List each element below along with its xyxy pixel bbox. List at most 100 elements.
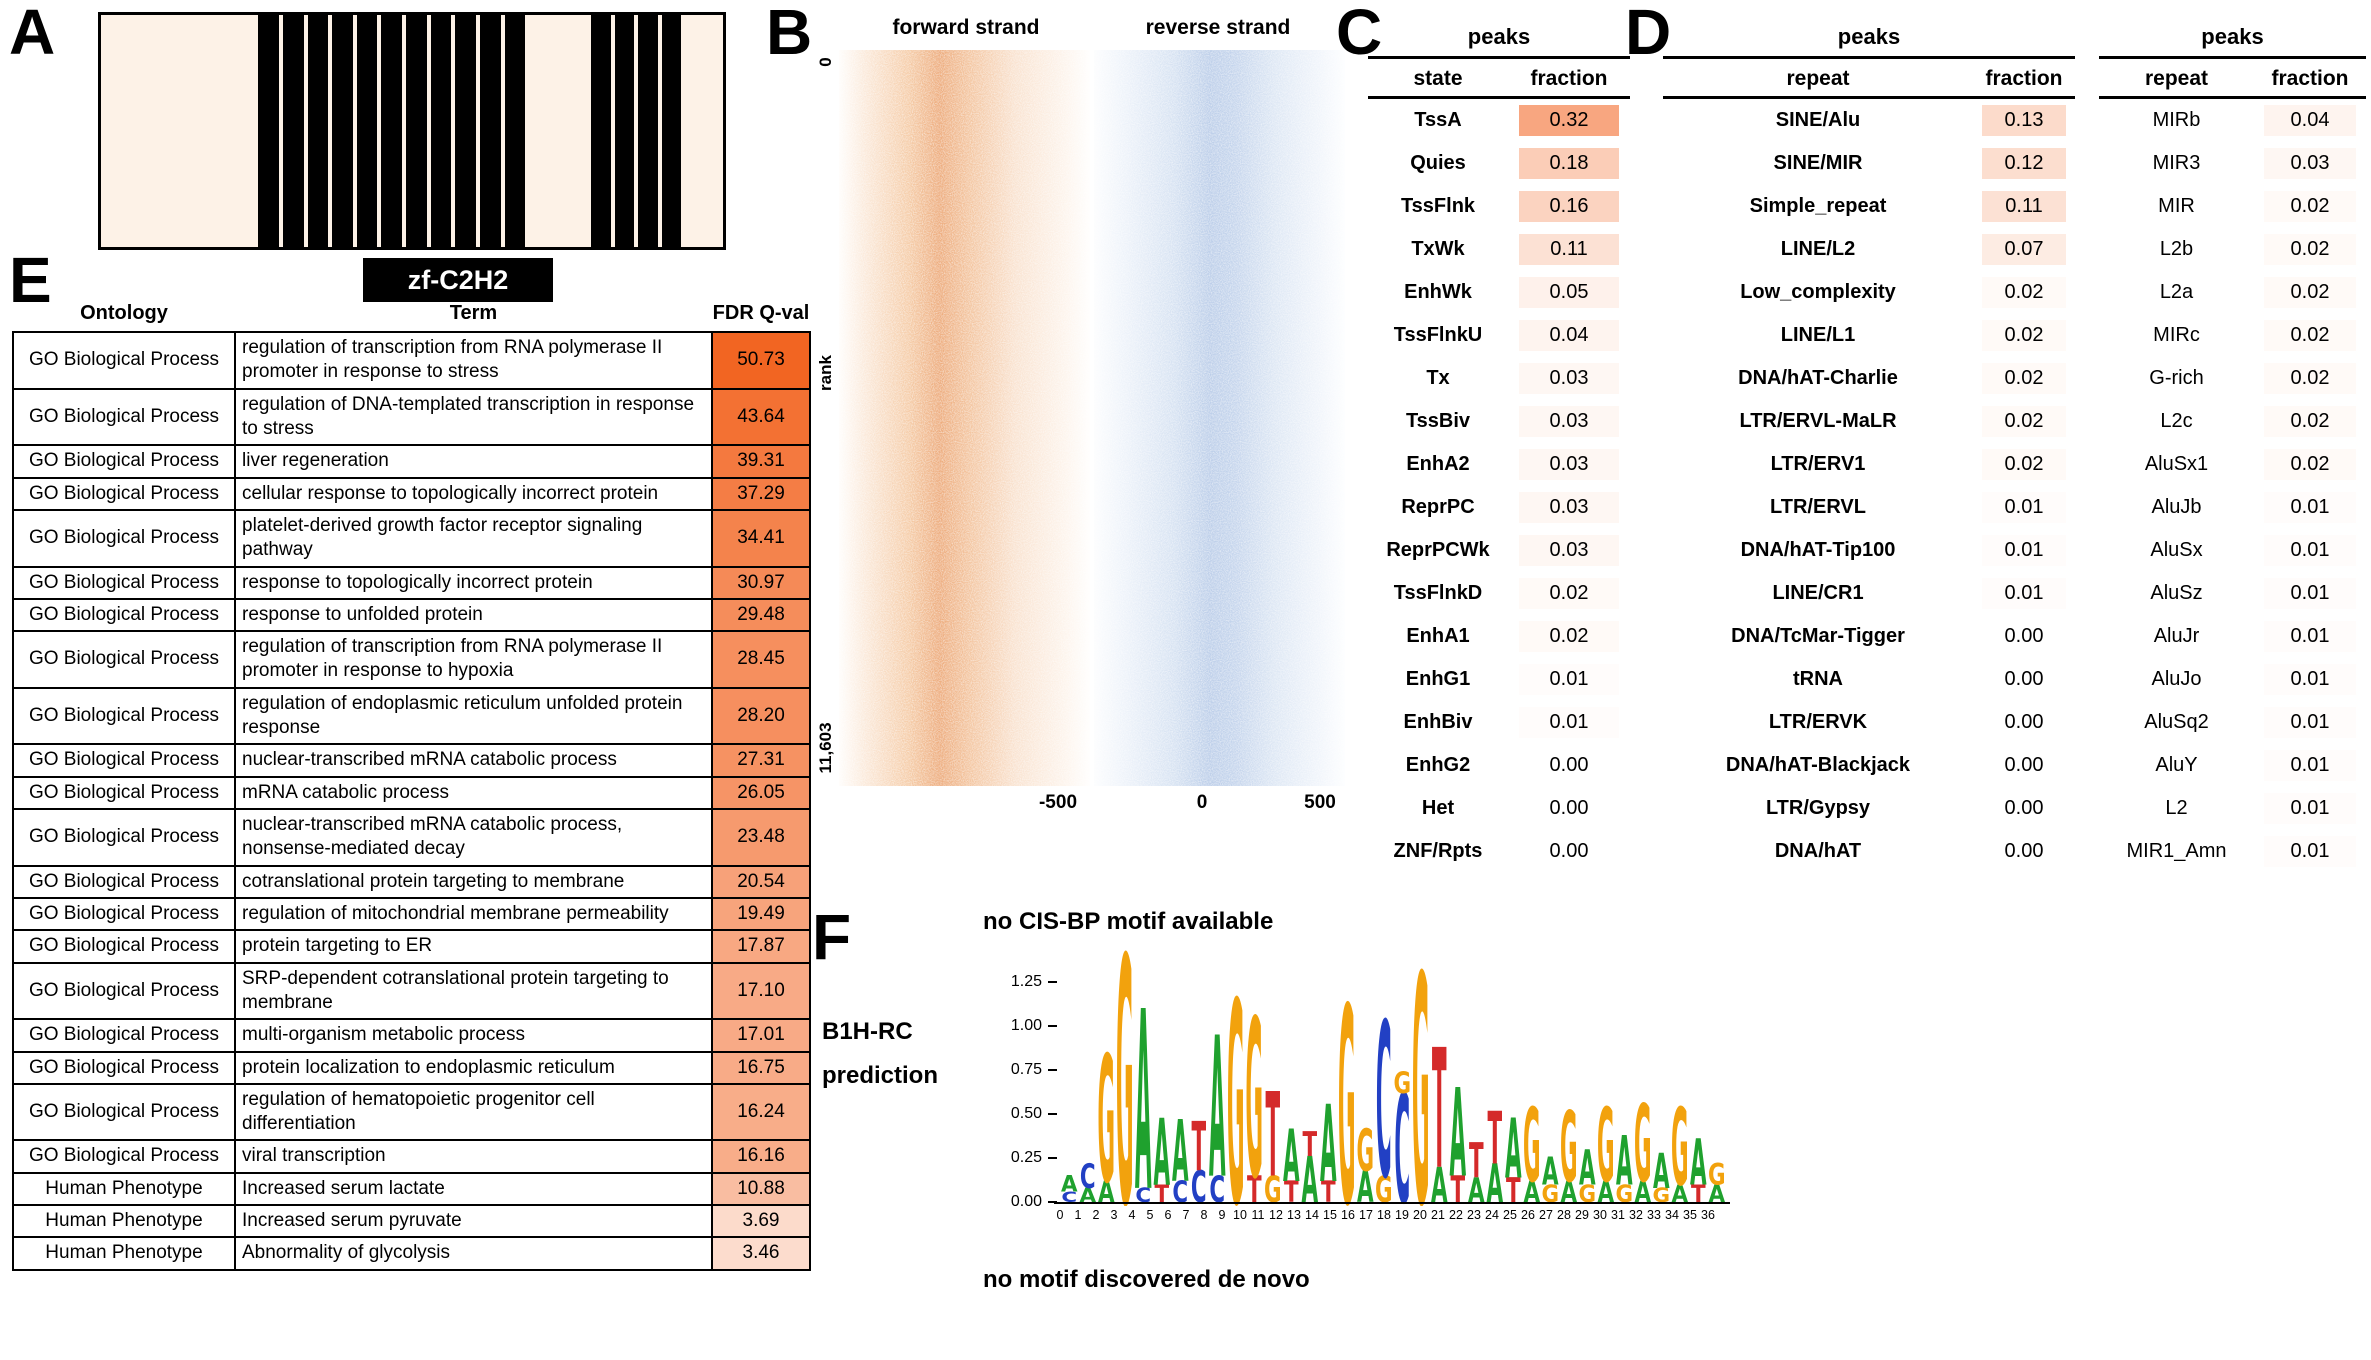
logo-y-tick-mark (1048, 1069, 1057, 1071)
fraction-value: 0.02 (1982, 406, 2066, 437)
state-name: Quies (1410, 152, 1466, 174)
logo-letter-A: A (1468, 1171, 1485, 1206)
logo-y-tick-label: 0.50 (1010, 1105, 1042, 1122)
prediction-label-line2: prediction (822, 1062, 939, 1089)
fraction-value: 0.02 (1519, 621, 1619, 652)
fraction-value: 0.00 (2004, 840, 2044, 862)
no-cisbp-motif-text: no CIS-BP motif available (983, 908, 1274, 935)
ontology-cell: Human Phenotype (12, 1236, 236, 1271)
repeat-name: LINE/CR1 (1772, 582, 1864, 604)
fraction-value: 0.13 (1982, 105, 2066, 136)
term-cell: SRP-dependent cotranslational protein ta… (234, 961, 713, 1021)
fraction-value: 0.02 (2264, 277, 2356, 308)
logo-letter-A: A (1542, 1150, 1559, 1195)
qval-cell: 28.20 (711, 686, 811, 746)
go-term-row: GO Biological Process mRNA catabolic proc… (12, 775, 811, 811)
fraction-cell: 0.11 (1508, 228, 1630, 271)
zinc-finger-bar (332, 15, 353, 247)
logo-x-axis-line (1054, 1202, 1730, 1204)
logo-letter-T: T (1469, 1132, 1484, 1189)
logo-y-tick-label: 1.25 (1010, 973, 1042, 990)
fraction-cell: 0.02 (1973, 443, 2075, 486)
ontology-cell: GO Biological Process (12, 387, 236, 447)
fraction-value: 0.03 (1518, 363, 1620, 394)
logo-letter-A: A (1320, 1084, 1337, 1206)
state-name: EnhA2 (1406, 453, 1470, 475)
panel-label-d: D (1625, 0, 1672, 68)
rank-axis-top-tick: 0 (816, 57, 835, 67)
go-term-row: GO Biological Process cellular response t… (12, 476, 811, 511)
logo-x-tick-label: 24 (1485, 1208, 1499, 1222)
ontology-cell: GO Biological Process (12, 508, 236, 568)
ontology-cell: Human Phenotype (12, 1204, 236, 1239)
go-term-row: GO Biological Process regulation of endop… (12, 686, 811, 746)
fraction-value: 0.02 (2264, 363, 2356, 394)
qval-cell: 23.48 (711, 808, 811, 867)
fraction-value: 0.03 (1518, 492, 1620, 523)
fraction-value: 0.11 (1982, 191, 2066, 222)
table-column-headers: repeat fraction (1663, 59, 2075, 99)
fraction-value: 0.00 (2004, 711, 2044, 733)
logo-letter-G: G (1393, 1067, 1411, 1101)
qval-cell: 37.29 (711, 476, 811, 511)
logo-letter-G: G (1356, 1117, 1374, 1185)
fraction-value: 0.00 (2004, 668, 2044, 690)
fraction-cell: 0.00 (1973, 830, 2075, 873)
ontology-cell: GO Biological Process (12, 896, 236, 932)
logo-letter-T: T (1284, 1176, 1299, 1206)
logo-letter-T: T (1506, 1171, 1521, 1206)
go-term-row: GO Biological Process viral transcription… (12, 1139, 811, 1174)
fraction-cell: 0.02 (2254, 271, 2366, 314)
repeat-name: tRNA (1793, 668, 1843, 690)
term-cell: cotranslational protein targeting to mem… (234, 864, 713, 899)
qval-cell: 16.75 (711, 1050, 811, 1085)
fraction-cell: 0.02 (1508, 615, 1630, 658)
state-name: ReprPCWk (1386, 539, 1490, 561)
repeat-name: AluJr (2153, 625, 2200, 647)
zinc-finger-bar (430, 15, 452, 247)
logo-letter-T: T (1432, 1014, 1447, 1206)
fraction-value: 0.11 (1518, 234, 1620, 265)
repeat-name: SINE/Alu (1775, 109, 1861, 131)
fraction-cell: 0.03 (1508, 443, 1630, 486)
logo-letter-A: A (1079, 1184, 1096, 1206)
logo-x-tick-label: 17 (1359, 1208, 1373, 1222)
logo-letter-C: C (1061, 1189, 1077, 1206)
zinc-finger-cluster (258, 15, 526, 247)
qval-cell: 28.45 (711, 630, 811, 689)
qval-cell: 26.05 (711, 775, 811, 811)
state-name: ReprPC (1401, 496, 1475, 518)
fraction-cell: 0.01 (1973, 529, 2075, 572)
go-term-row: Human Phenotype Increased serum lactate 10… (12, 1171, 811, 1207)
zinc-finger-bar (614, 15, 635, 247)
repeat-name: LTR/ERV1 (1770, 453, 1866, 475)
logo-y-tick-label: 0.75 (1010, 1061, 1042, 1078)
fraction-cell: 0.01 (2254, 658, 2366, 701)
state-name: Het (1421, 797, 1455, 819)
zinc-finger-cluster (591, 15, 682, 247)
ontology-cell: GO Biological Process (12, 597, 236, 633)
zinc-finger-bar (307, 15, 329, 247)
fraction-value: 0.02 (2264, 406, 2356, 437)
heatmap-speckle-texture (839, 50, 1345, 786)
logo-letter-G: G (1523, 1088, 1541, 1206)
go-term-row: Human Phenotype Increased serum pyruvate 3… (12, 1204, 811, 1239)
zinc-finger-bar (258, 15, 279, 247)
no-denovo-motif-text: no motif discovered de novo (983, 1266, 1310, 1293)
term-column-header: Term (449, 302, 498, 324)
fraction-cell: 0.00 (1973, 787, 2075, 830)
repeat-name: L2a (2159, 281, 2194, 303)
fraction-cell: 0.01 (1973, 486, 2075, 529)
panel-label-f: F (812, 901, 852, 973)
fraction-cell: 0.02 (1508, 572, 1630, 615)
ontology-cell: GO Biological Process (12, 929, 236, 964)
fraction-cell: 0.00 (1973, 701, 2075, 744)
term-cell: response to topologically incorrect prot… (234, 565, 713, 600)
logo-letter-A: A (1505, 1102, 1522, 1198)
state-name: TssFlnkD (1393, 582, 1483, 604)
logo-letter-C: C (1191, 1163, 1207, 1206)
go-term-row: GO Biological Process regulation of hemat… (12, 1082, 811, 1142)
qval-cell: 29.48 (711, 597, 811, 633)
fraction-cell: 0.04 (1508, 314, 1630, 357)
